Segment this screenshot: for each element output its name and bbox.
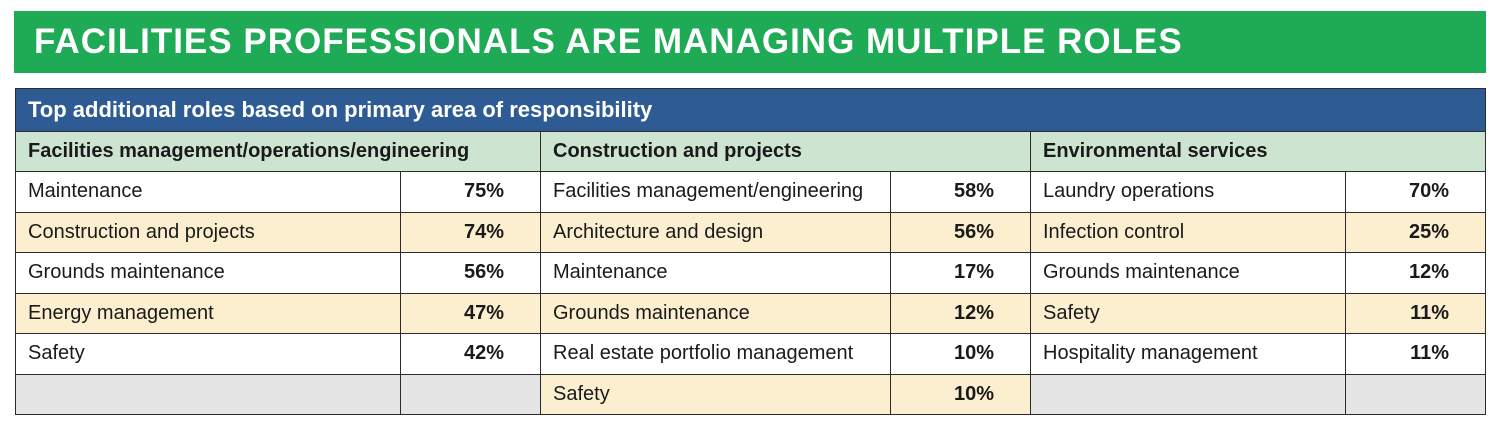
table-row: Construction and projects 74% Architecture… — [15, 211, 1487, 253]
role-label: Grounds maintenance — [540, 292, 891, 334]
role-percentage: 10% — [890, 333, 1031, 375]
role-label: Infection control — [1030, 211, 1346, 253]
title-banner: FACILITIES PROFESSIONALS ARE MANAGING MU… — [14, 11, 1486, 73]
empty-cell — [400, 373, 541, 415]
role-percentage: 56% — [890, 211, 1031, 253]
role-label: Hospitality management — [1030, 333, 1346, 375]
role-label: Facilities management/engineering — [540, 171, 891, 213]
roles-table: Top additional roles based on primary ar… — [14, 88, 1487, 415]
empty-cell — [15, 373, 401, 415]
role-label: Maintenance — [540, 252, 891, 294]
role-percentage: 42% — [400, 333, 541, 375]
role-percentage: 74% — [400, 211, 541, 253]
table-subtitle: Top additional roles based on primary ar… — [14, 88, 1487, 132]
role-label: Grounds maintenance — [1030, 252, 1346, 294]
role-label: Grounds maintenance — [15, 252, 401, 294]
role-percentage: 12% — [890, 292, 1031, 334]
role-percentage: 11% — [1344, 292, 1487, 334]
role-label: Safety — [15, 333, 401, 375]
role-percentage: 56% — [400, 252, 541, 294]
subtitle-row: Top additional roles based on primary ar… — [14, 88, 1487, 132]
role-percentage: 17% — [890, 252, 1031, 294]
table-row: Energy management 47% Grounds maintenance 1… — [15, 292, 1487, 334]
empty-cell — [1030, 373, 1346, 415]
role-percentage: 10% — [890, 373, 1031, 415]
role-percentage: 58% — [890, 171, 1031, 213]
group-header-construction: Construction and projects — [540, 131, 1031, 172]
role-percentage: 70% — [1344, 171, 1487, 213]
page-title: FACILITIES PROFESSIONALS ARE MANAGING MU… — [34, 22, 1183, 61]
table-row: Grounds maintenance 56% Maintenance 17% Grou… — [15, 252, 1487, 294]
group-header-environmental: Environmental services — [1029, 131, 1487, 172]
role-label: Construction and projects — [15, 211, 401, 253]
group-header-facilities: Facilities management/operations/enginee… — [15, 131, 541, 172]
table-row: Maintenance 75% Facilities management/engi… — [15, 171, 1487, 213]
role-label: Architecture and design — [540, 211, 891, 253]
empty-cell — [1344, 373, 1487, 415]
role-label: Energy management — [15, 292, 401, 334]
role-percentage: 75% — [400, 171, 541, 213]
role-label: Safety — [1030, 292, 1346, 334]
role-percentage: 25% — [1344, 211, 1487, 253]
role-label: Laundry operations — [1030, 171, 1346, 213]
table-row: Safety 42% Real estate portfolio managemen… — [15, 333, 1487, 375]
group-header-row: Facilities management/operations/enginee… — [15, 131, 1487, 172]
role-label: Real estate portfolio management — [540, 333, 891, 375]
role-percentage: 12% — [1344, 252, 1487, 294]
role-label: Maintenance — [15, 171, 401, 213]
role-label: Safety — [540, 373, 891, 415]
role-percentage: 47% — [400, 292, 541, 334]
role-percentage: 11% — [1344, 333, 1487, 375]
table-row: Safety 10% — [15, 373, 1487, 415]
